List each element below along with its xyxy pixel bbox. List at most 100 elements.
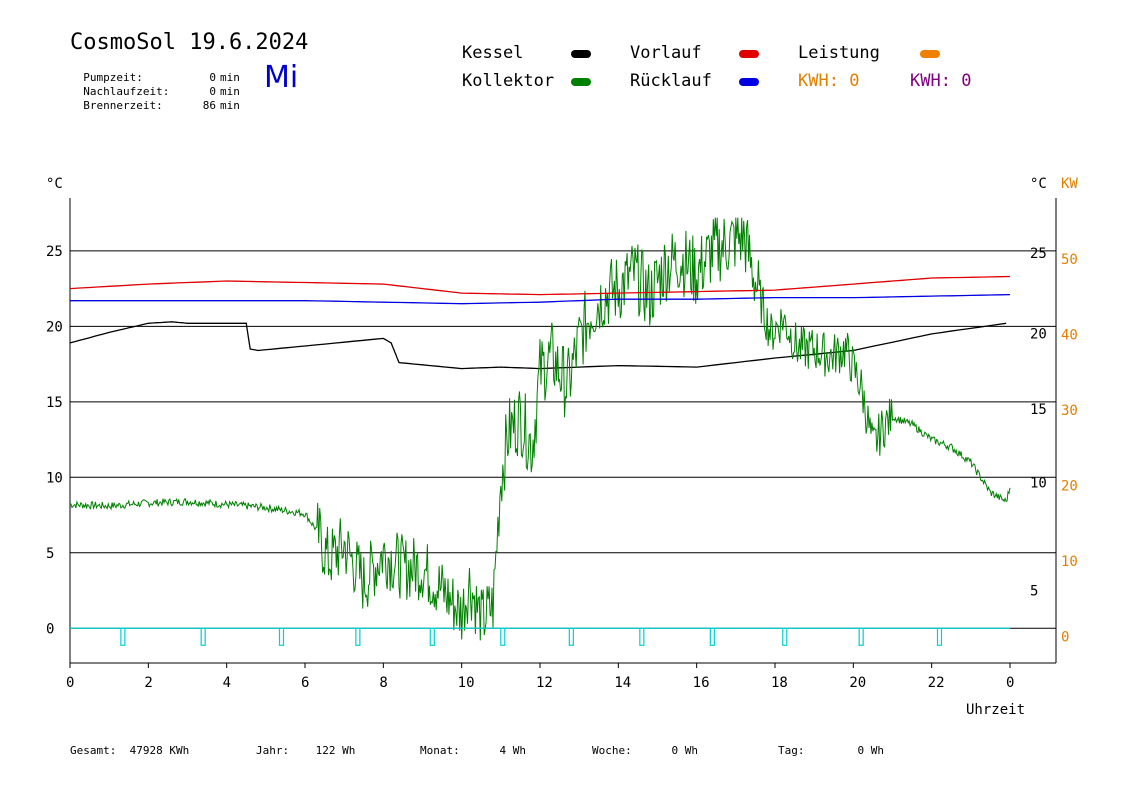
pump-marker <box>568 627 574 646</box>
pump-marker <box>355 627 361 646</box>
y-tick-kw: 30 <box>1061 403 1078 419</box>
footer-label: Tag: <box>778 744 805 757</box>
footer-label: Woche: <box>592 744 632 757</box>
x-tick-label: 22 <box>928 675 945 691</box>
kwh-value: 0 <box>849 71 860 91</box>
legend-ruecklauf-label: Rücklauf <box>630 71 712 91</box>
legend-kollektor-swatch <box>571 78 591 86</box>
y-axis-unit-right: °C <box>1030 176 1047 192</box>
stat-value: 0 <box>209 85 216 98</box>
legend-kollektor-label: Kollektor <box>462 71 555 91</box>
page-title: CosmoSol 19.6.2024 <box>70 30 309 55</box>
legend-leistung-label: Leistung <box>798 43 880 63</box>
series-line-ruecklauf <box>70 293 1011 305</box>
x-tick-label: 0 <box>66 675 74 691</box>
y-tick-left: 15 <box>46 395 63 411</box>
pump-marker <box>278 627 285 646</box>
stat-value: 0 <box>209 71 216 84</box>
footer-value: 0 Wh <box>857 744 884 757</box>
legend-leistung-swatch <box>920 50 940 58</box>
y-tick-right: 10 <box>1030 475 1047 491</box>
legend-vorlauf-swatch <box>739 50 759 58</box>
stat-brennerzeit: Brennerzeit: 86 min <box>70 86 240 112</box>
y-tick-right: 15 <box>1030 402 1047 418</box>
footer-label: Monat: <box>420 744 460 757</box>
pump-marker <box>639 627 645 646</box>
pump-marker <box>858 627 864 646</box>
x-axis-label: Uhrzeit <box>966 702 1025 718</box>
footer-monat: Monat: 4 Wh <box>420 744 526 757</box>
stat-pumpzeit: Pumpzeit: 0 min <box>70 58 240 84</box>
series-line-vorlauf <box>69 275 1011 296</box>
x-tick-label: 6 <box>301 675 309 691</box>
y-tick-left: 20 <box>46 319 63 335</box>
footer-label: Gesamt: <box>70 744 117 757</box>
pump-markers <box>70 627 1010 646</box>
footer-label: Jahr: <box>256 744 290 757</box>
legend-kessel-swatch <box>571 50 591 58</box>
y-tick-right: 25 <box>1030 246 1047 262</box>
y-tick-kw: 50 <box>1061 252 1078 268</box>
legend-kessel-label: Kessel <box>462 43 524 63</box>
footer-value: 4 Wh <box>499 744 527 757</box>
x-tick-label: 18 <box>771 675 788 691</box>
stat-label: Pumpzeit: <box>83 71 143 84</box>
pump-marker <box>500 627 506 646</box>
y-tick-kw: 20 <box>1061 478 1078 494</box>
y-tick-left: 0 <box>46 621 54 637</box>
kwh-label: KWH: <box>798 71 839 91</box>
kwh-value: 0 <box>961 71 972 91</box>
footer-value: 0 Wh <box>671 744 699 757</box>
footer-gesamt: Gesamt: 47928 KWh <box>70 744 189 757</box>
x-tick-label: 0 <box>1006 675 1014 691</box>
pump-marker <box>200 627 206 646</box>
legend-ruecklauf-swatch <box>739 78 759 86</box>
x-tick-label: 12 <box>536 675 553 691</box>
pump-marker <box>936 627 943 646</box>
y-tick-right: 5 <box>1030 584 1038 600</box>
y-tick-left: 5 <box>46 546 54 562</box>
series-line-kollektor <box>69 217 1011 641</box>
footer-value: 122 Wh <box>315 744 356 757</box>
x-tick-label: 14 <box>614 675 631 691</box>
footer-tag: Tag: 0 Wh <box>778 744 884 757</box>
pump-marker <box>709 627 715 646</box>
stat-label: Nachlaufzeit: <box>83 85 170 98</box>
legend-vorlauf-label: Vorlauf <box>630 43 702 63</box>
series-line-kessel <box>69 321 1007 370</box>
y-tick-right: 20 <box>1030 326 1047 342</box>
kwh-label: KWH: <box>910 71 951 91</box>
pump-marker <box>429 627 435 646</box>
x-tick-label: 4 <box>223 675 231 691</box>
legend-kwh-purple: KWH: 0 <box>910 71 971 91</box>
y-tick-kw: 10 <box>1061 554 1078 570</box>
chart-grid <box>70 250 1056 629</box>
stat-unit: min <box>220 85 240 98</box>
y-tick-left: 10 <box>46 470 63 486</box>
y-axis-unit-kw: KW <box>1061 176 1078 192</box>
legend-kwh-orange: KWH: 0 <box>798 71 859 91</box>
y-tick-kw: 40 <box>1061 327 1078 343</box>
y-axis-unit-left: °C <box>46 176 63 192</box>
x-tick-label: 10 <box>458 675 475 691</box>
x-tick-label: 2 <box>144 675 152 691</box>
chart-axes <box>69 198 1057 668</box>
pump-marker <box>782 627 788 646</box>
weekday-label: Mi <box>264 60 299 95</box>
footer-woche: Woche: 0 Wh <box>592 744 698 757</box>
chart-ticks: 0 5 10 15 20 25 5 10 15 20 25 0 10 20 30 40 50 0 2 4 6 8 10 12 1… <box>46 244 1078 691</box>
stat-value: 86 <box>202 99 216 112</box>
footer-jahr: Jahr: 122 Wh <box>256 744 355 757</box>
stat-unit: min <box>220 71 240 84</box>
stat-label: Brennerzeit: <box>83 99 163 112</box>
pump-marker <box>120 627 126 646</box>
x-tick-label: 16 <box>693 675 710 691</box>
x-tick-label: 8 <box>379 675 387 691</box>
y-tick-left: 25 <box>46 244 63 260</box>
chart-series <box>69 217 1011 641</box>
footer-value: 47928 KWh <box>129 744 190 757</box>
stat-nachlaufzeit: Nachlaufzeit: 0 min <box>70 72 240 98</box>
y-tick-kw: 0 <box>1061 629 1069 645</box>
x-tick-label: 20 <box>849 675 866 691</box>
